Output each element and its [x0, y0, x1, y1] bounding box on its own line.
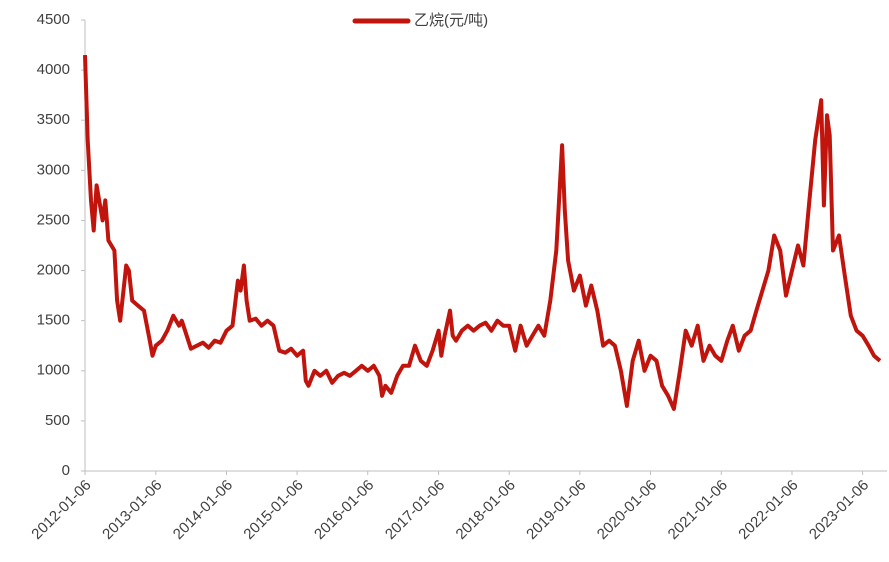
x-tick-label: 2017-01-06 [382, 477, 448, 543]
y-tick-label: 2500 [37, 211, 70, 228]
y-tick-label: 1500 [37, 312, 70, 329]
x-tick-label: 2022-01-06 [735, 477, 801, 543]
y-tick-label: 500 [45, 412, 70, 429]
x-tick-label: 2019-01-06 [523, 477, 589, 543]
x-tick-label: 2018-01-06 [453, 477, 519, 543]
x-tick-label: 2021-01-06 [665, 477, 731, 543]
legend-label: 乙烷(元/吨) [414, 12, 488, 29]
x-tick-label: 2012-01-06 [28, 477, 94, 543]
y-tick-label: 4500 [37, 11, 70, 28]
x-tick-label: 2015-01-06 [240, 477, 306, 543]
x-tick-label: 2014-01-06 [170, 477, 236, 543]
x-tick-label: 2023-01-06 [806, 477, 872, 543]
y-tick-label: 2000 [37, 262, 70, 279]
y-tick-label: 3000 [37, 161, 70, 178]
y-tick-label: 0 [62, 462, 70, 479]
y-tick-label: 3500 [37, 111, 70, 128]
x-tick-label: 2016-01-06 [311, 477, 377, 543]
x-tick-label: 2013-01-06 [99, 477, 165, 543]
y-tick-label: 1000 [37, 362, 70, 379]
y-tick-label: 4000 [37, 61, 70, 78]
line [83, 55, 882, 411]
x-tick-label: 2020-01-06 [594, 477, 660, 543]
